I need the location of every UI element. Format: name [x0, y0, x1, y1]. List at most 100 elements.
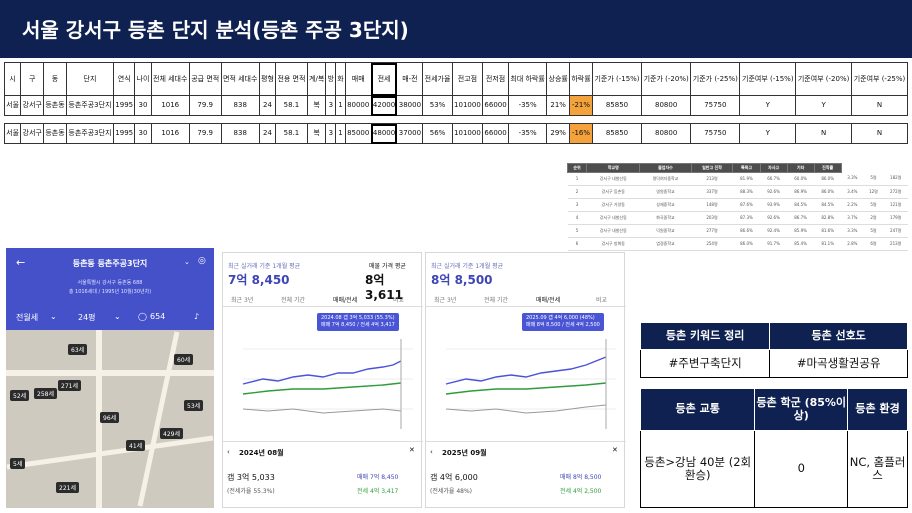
- main-cell: 85850: [591, 123, 643, 144]
- map-pin[interactable]: 52세: [10, 390, 30, 401]
- rank-cell: 91.7%: [760, 237, 788, 251]
- env-header: 등촌 환경: [847, 388, 908, 431]
- main-cell: 66000: [482, 95, 509, 116]
- map-pin[interactable]: 96세: [100, 412, 120, 423]
- map-pin[interactable]: 5세: [10, 458, 26, 469]
- map-pin[interactable]: 258세: [34, 388, 57, 399]
- main-cell: 등촌주공3단지: [65, 95, 115, 116]
- location-icon[interactable]: ◎: [198, 256, 206, 266]
- sale-line: [242, 360, 402, 385]
- tab-sale-jeonse[interactable]: 매매/전세: [536, 297, 561, 304]
- traffic-value: 등촌>강남 40분 (2회 환승): [639, 430, 756, 508]
- rank-cell: 82.8%: [814, 211, 842, 225]
- rank-cell: 2.2%: [841, 198, 864, 212]
- price-line-chart: [242, 339, 413, 429]
- tab-sale-jeonse[interactable]: 매매/전세: [333, 297, 358, 304]
- map-pin[interactable]: 60세: [174, 354, 194, 365]
- rank-cell: 247명: [883, 224, 908, 238]
- rank-cell: 272명: [883, 185, 908, 199]
- back-icon[interactable]: ←: [16, 256, 26, 269]
- rank-cell: 85.9%: [787, 224, 815, 238]
- sale-line: [445, 356, 607, 385]
- rank-cell: 성재중학교: [639, 198, 692, 212]
- main-cell: 75750: [690, 123, 741, 144]
- rank-cell: 강서구 내발산동: [586, 172, 640, 186]
- rank-header-cell: 자사고: [759, 163, 788, 173]
- rank-cell: 92.4%: [760, 224, 788, 238]
- main-header-cell: 전저점: [482, 62, 509, 96]
- rank-cell: 덕원중학교: [639, 224, 692, 238]
- main-header-cell: 단지: [65, 62, 115, 96]
- tab-all[interactable]: 전체 기간: [281, 297, 305, 304]
- jeonse-line: [445, 382, 607, 395]
- rank-cell: 85.4%: [787, 237, 815, 251]
- main-cell: 101000: [451, 95, 484, 116]
- main-header-cell: 매매: [344, 62, 372, 96]
- map-pin[interactable]: 271세: [58, 380, 81, 391]
- chevron-down-icon: ⌄: [50, 312, 57, 321]
- title-banner: 서울 강서구 등촌 단지 분석(등촌 주공 3단지): [0, 0, 912, 58]
- rank-cell: 2명: [863, 211, 884, 225]
- phone-app-screenshot: 63세 60세 271세 258세 52세 53세 96세 429세 41세 221세 5세 ← 등…: [6, 248, 214, 508]
- map-pin[interactable]: 41세: [126, 440, 146, 451]
- chevron-down-icon[interactable]: ⌄: [184, 258, 190, 266]
- chat-icon[interactable]: ◯: [138, 312, 147, 321]
- tab-3y[interactable]: 최근 3년: [434, 297, 457, 304]
- rank-cell: 12명: [863, 185, 884, 199]
- jeonse-line: [242, 382, 402, 395]
- rank-cell: 179명: [883, 211, 908, 225]
- main-header-cell: 매-전: [396, 62, 424, 96]
- rank-cell: 염경중학교: [639, 237, 692, 251]
- map-pin[interactable]: 221세: [56, 482, 79, 493]
- rank-cell: 213명: [883, 237, 908, 251]
- rank-cell: 2: [567, 185, 587, 199]
- map-pin[interactable]: 429세: [160, 428, 183, 439]
- prev-icon[interactable]: ‹: [430, 448, 433, 456]
- main-header-cell: 기준여부 (-15%): [739, 62, 797, 96]
- label: 최근 실거래 기준 1개월 평균: [431, 263, 504, 270]
- chevron-down-icon: ⌄: [114, 312, 121, 321]
- tab-all[interactable]: 전체 기간: [484, 297, 508, 304]
- rank-cell: 92.6%: [760, 211, 788, 225]
- main-header-cell: 구: [20, 62, 45, 96]
- address: 서울특별시 강서구 등촌동 688: [77, 280, 143, 286]
- complex-info: 총 1016세대 / 1995년 10월(30년차): [68, 289, 152, 295]
- map-pin[interactable]: 53세: [184, 400, 204, 411]
- main-cell: 58.1: [275, 123, 308, 144]
- main-cell: N: [795, 123, 852, 144]
- rank-cell: 337명: [691, 185, 733, 199]
- preference-value: #마곡생활권공유: [769, 348, 908, 379]
- main-cell: 서울: [3, 95, 22, 116]
- close-icon[interactable]: ✕: [409, 446, 415, 454]
- main-cell: -21%: [569, 95, 593, 116]
- main-cell: 101000: [451, 123, 484, 144]
- size-select[interactable]: 24평: [78, 313, 96, 322]
- type-select[interactable]: 전월세: [16, 313, 39, 322]
- main-cell: 80800: [641, 123, 692, 144]
- rank-cell: 5명: [863, 198, 884, 212]
- main-cell: 66000: [482, 123, 509, 144]
- main-header-cell: 기준가 (-20%): [641, 62, 692, 96]
- tab-compare[interactable]: 비교: [393, 297, 405, 304]
- rank-cell: 87.3%: [732, 211, 761, 225]
- rank-cell: 6명: [863, 237, 884, 251]
- tab-3y[interactable]: 최근 3년: [231, 297, 254, 304]
- bell-icon[interactable]: ♪: [194, 312, 200, 321]
- jeonse-ratio: (전세가율 55.3%): [227, 488, 275, 495]
- tab-compare[interactable]: 비교: [596, 297, 608, 304]
- main-cell: 75750: [690, 95, 741, 116]
- main-header-cell: 화: [335, 62, 346, 96]
- map-pin[interactable]: 63세: [68, 344, 88, 355]
- prev-icon[interactable]: ‹: [227, 448, 230, 456]
- rank-cell: 3.7%: [841, 211, 864, 225]
- jeonse-ratio: (전세가율 48%): [430, 488, 473, 495]
- table-row: 4 강서구 내발산동 화곡중학교 203명 87.3% 92.6% 86.7% 82.8% 3.…: [567, 211, 908, 225]
- selected-month-panel: ‹ 2025년 09월 ✕ 갭 4억 6,000 (전세가율 48%) 매매 8…: [426, 441, 626, 509]
- close-icon[interactable]: ✕: [612, 446, 618, 454]
- main-header-cell: 동: [43, 62, 67, 96]
- jeonse-price: 전세 4억 3,417: [357, 488, 399, 495]
- table-row: 3 강서구 가양동 성재중학교 148명 87.6% 93.9% 84.5% 84.5% 2.2…: [567, 198, 908, 212]
- main-cell: 56%: [422, 123, 453, 144]
- rank-cell: 3: [567, 198, 587, 212]
- school-rank-table: 순위 학교명 졸업자수 일반고 진학 특목고 자사고 기타 진학률 1 강서구 내발산동 명덕여자중…: [566, 163, 908, 287]
